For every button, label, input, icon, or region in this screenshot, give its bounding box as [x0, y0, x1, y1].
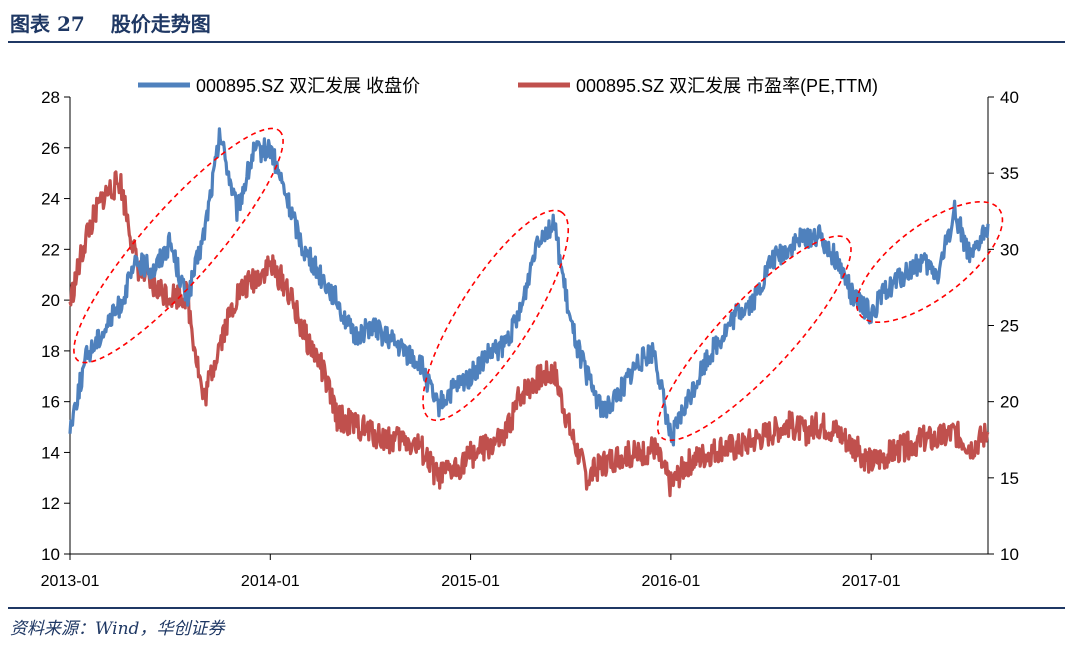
y-left-tick-label: 26 — [41, 139, 60, 158]
y-right-tick-label: 40 — [1000, 88, 1019, 107]
y-left-tick-label: 14 — [41, 443, 60, 462]
chart-title: 股价走势图 — [110, 11, 211, 36]
header-rule — [8, 41, 1065, 43]
y-left-tick-label: 20 — [41, 291, 60, 310]
x-tick-label: 2014-01 — [241, 573, 300, 590]
footer-rule — [8, 607, 1065, 609]
y-left-tick-label: 28 — [41, 88, 60, 107]
x-tick-label: 2017-01 — [842, 573, 901, 590]
highlight-ellipse — [73, 127, 284, 364]
y-right-tick-label: 15 — [1000, 469, 1019, 488]
y-right-tick-label: 30 — [1000, 240, 1019, 259]
y-right-tick-label: 10 — [1000, 545, 1019, 564]
figure-header: 图表 27 股价走势图 — [10, 6, 211, 38]
y-left-tick-label: 18 — [41, 342, 60, 361]
legend-label-pe: 000895.SZ 双汇发展 市盈率(PE,TTM) — [576, 76, 878, 96]
source-note: 资料来源：Wind，华创证券 — [10, 619, 225, 639]
y-left-tick-label: 10 — [41, 545, 60, 564]
y-right-tick-label: 25 — [1000, 317, 1019, 336]
highlight-ellipse — [656, 235, 852, 442]
x-tick-label: 2015-01 — [441, 573, 500, 590]
legend-label-close-price: 000895.SZ 双汇发展 收盘价 — [196, 76, 420, 96]
y-right-tick-label: 20 — [1000, 393, 1019, 412]
highlight-ellipse — [422, 209, 570, 422]
x-tick-label: 2013-01 — [41, 573, 100, 590]
figure-label: 图表 27 — [10, 11, 85, 36]
x-tick-label: 2016-01 — [642, 573, 701, 590]
y-left-tick-label: 22 — [41, 240, 60, 259]
y-left-tick-label: 16 — [41, 393, 60, 412]
y-right-tick-label: 35 — [1000, 164, 1019, 183]
y-left-tick-label: 24 — [41, 190, 60, 209]
series-line-close-price — [68, 127, 990, 447]
y-left-tick-label: 12 — [41, 494, 60, 513]
series-line-pe — [68, 170, 990, 498]
